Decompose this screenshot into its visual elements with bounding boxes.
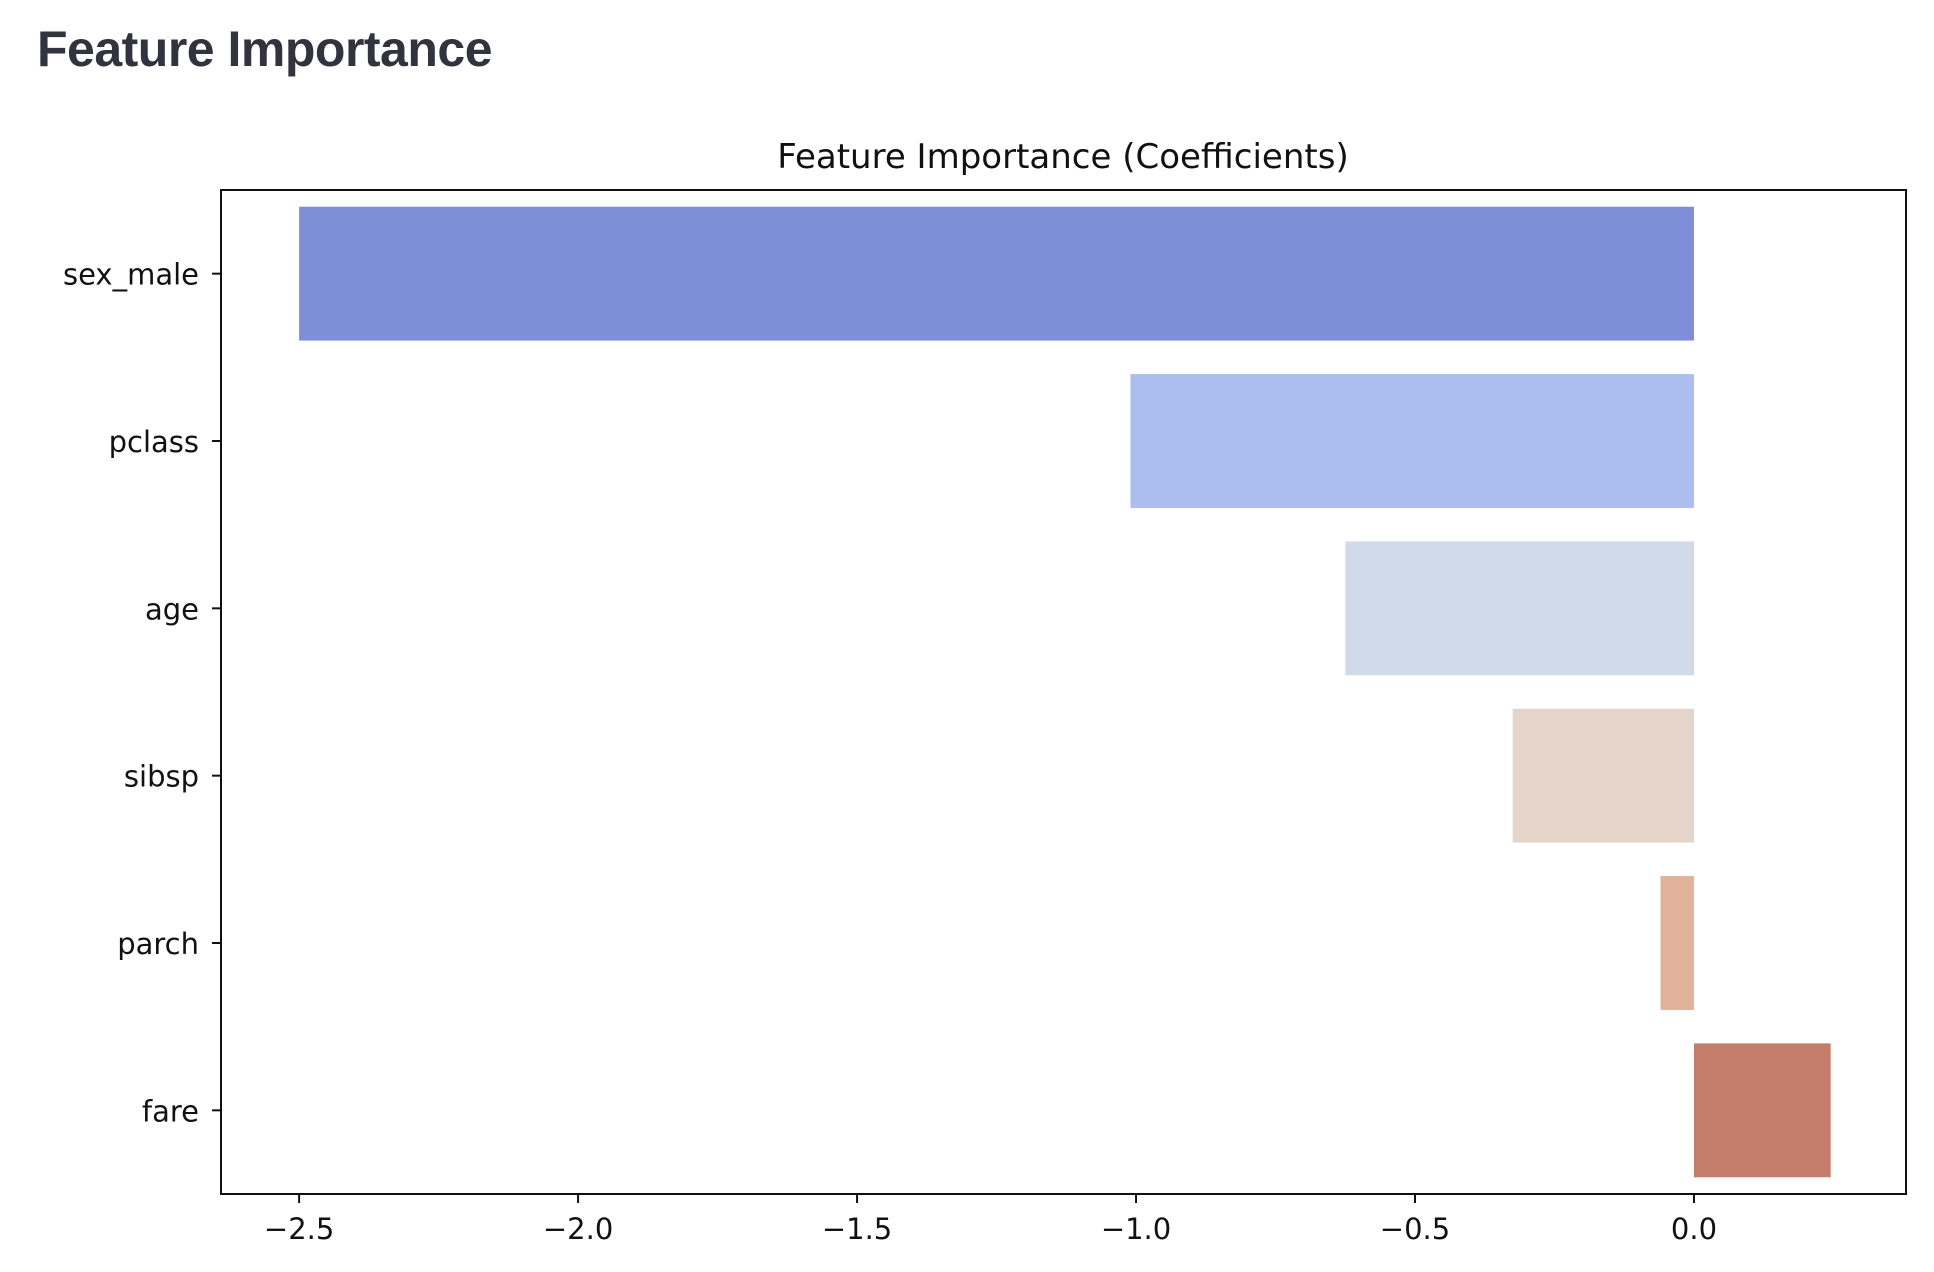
bar-pclass: [1130, 374, 1694, 508]
x-tick-label: −0.5: [1380, 1212, 1450, 1246]
y-tick-label: parch: [117, 927, 199, 961]
y-tick-label: sex_male: [63, 258, 199, 292]
x-axis: −2.5 −2.0 −1.5 −1.0 −0.5 0.0: [264, 1194, 1717, 1246]
y-tick-label: age: [145, 592, 199, 626]
y-tick-label: pclass: [109, 425, 199, 459]
y-tick-label: sibsp: [124, 760, 199, 794]
bar-age: [1345, 541, 1694, 676]
bar-sex-male: [299, 206, 1694, 341]
plot-frame: [220, 189, 1907, 1195]
x-tick-label: −2.5: [264, 1212, 334, 1246]
page-heading: Feature Importance: [37, 21, 493, 77]
x-tick-label: −1.0: [1101, 1212, 1171, 1246]
chart-title: Feature Importance (Coefficients): [777, 137, 1348, 177]
y-tick-label: fare: [142, 1094, 199, 1128]
bar-parch: [1660, 876, 1694, 1010]
x-tick-label: 0.0: [1671, 1212, 1717, 1246]
bar-fare: [1693, 1043, 1831, 1178]
bar-sibsp: [1512, 708, 1694, 843]
bars-group: [299, 206, 1831, 1178]
x-tick-label: −1.5: [822, 1212, 892, 1246]
x-tick-label: −2.0: [543, 1212, 613, 1246]
